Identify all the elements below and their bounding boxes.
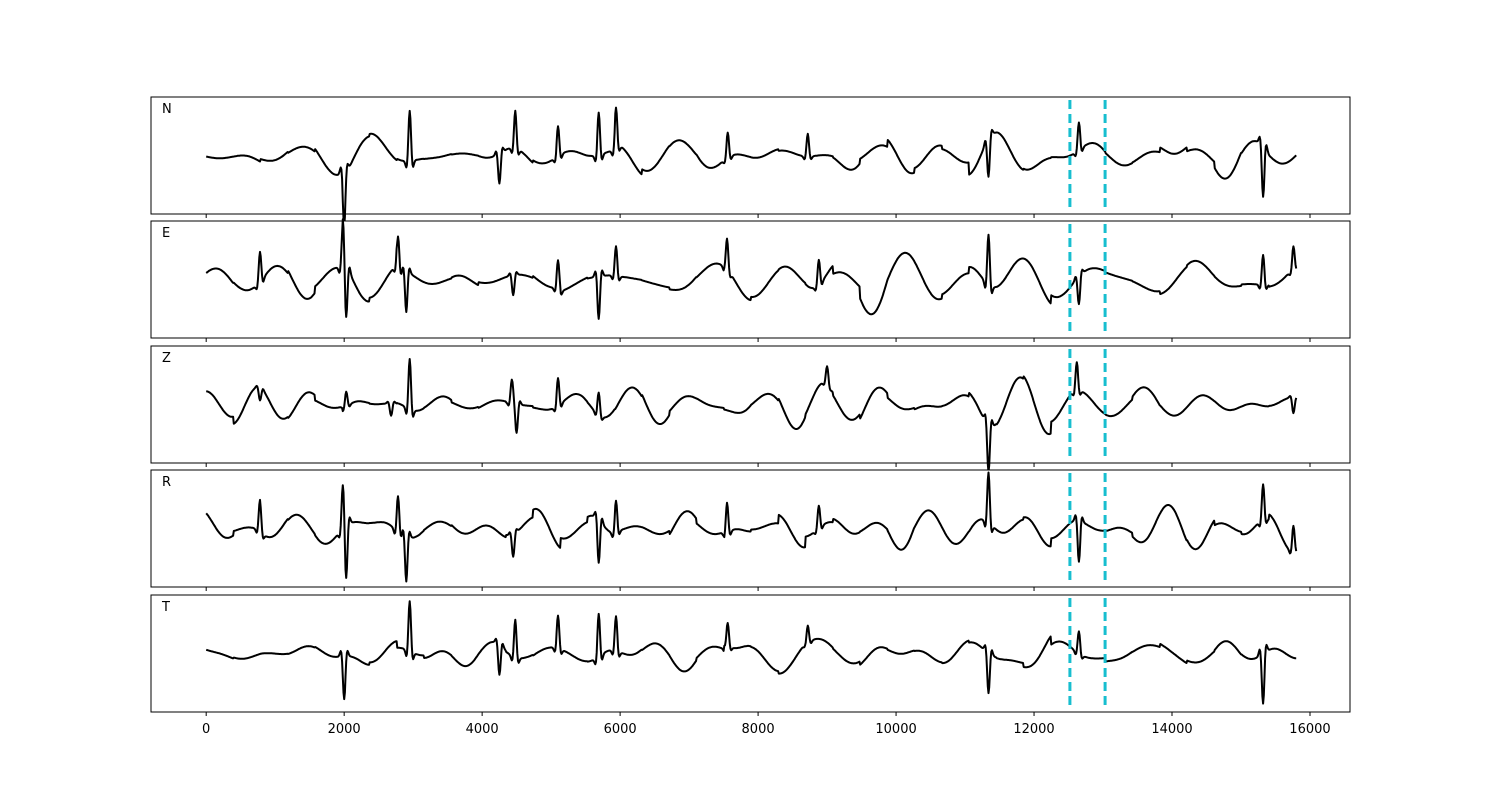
x-tick-label: 4000	[466, 722, 499, 737]
panel-label: R	[162, 475, 171, 490]
x-tick-label: 10000	[875, 722, 916, 737]
trace-t	[205, 600, 1297, 705]
trace-n	[205, 106, 1297, 227]
trace-e	[205, 218, 1298, 320]
panel-e: E	[150, 218, 1351, 342]
panel-label: N	[162, 102, 172, 117]
panel-label: E	[162, 226, 170, 241]
panel-label: T	[161, 600, 170, 615]
x-tick-label: 8000	[742, 722, 775, 737]
panel-frame	[150, 469, 1351, 588]
panel-z: Z	[150, 345, 1351, 474]
x-tick-label: 14000	[1151, 722, 1192, 737]
panel-frame	[150, 96, 1351, 215]
panel-n: N	[150, 96, 1351, 227]
x-tick-label: 0	[202, 722, 210, 737]
panel-r: R	[150, 469, 1351, 591]
x-tick-label: 6000	[604, 722, 637, 737]
trace-r	[205, 471, 1298, 583]
panels-group: N E Z R T	[150, 96, 1351, 716]
panel-frame	[150, 220, 1351, 339]
x-tick-label: 2000	[328, 722, 361, 737]
x-tick-label: 16000	[1289, 722, 1330, 737]
trace-z	[205, 358, 1298, 474]
panel-frame	[150, 594, 1351, 713]
panel-label: Z	[162, 351, 171, 366]
panel-t: T	[150, 594, 1351, 716]
x-tick-label: 12000	[1013, 722, 1054, 737]
x-axis: 0 2000 4000 6000 8000 10000 12000 14000 16000	[202, 722, 1331, 737]
